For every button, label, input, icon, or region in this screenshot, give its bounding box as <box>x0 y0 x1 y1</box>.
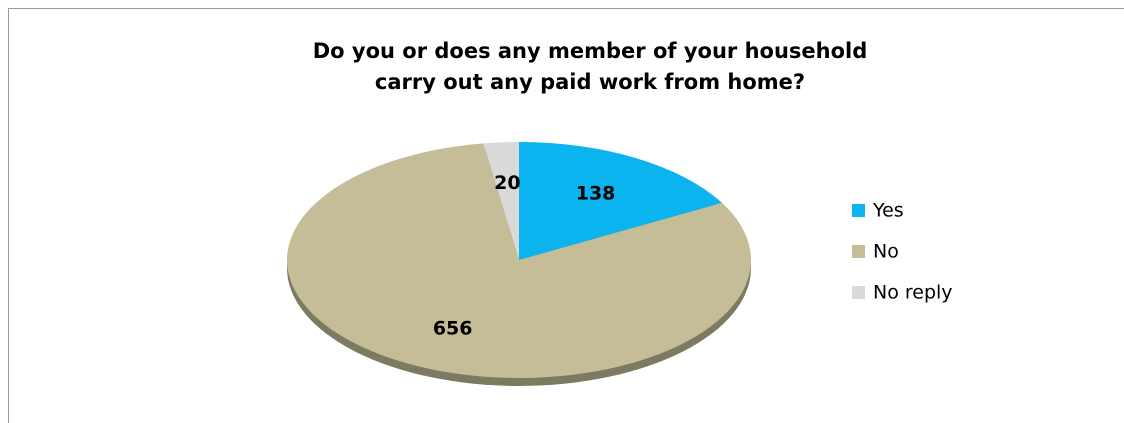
legend-swatch <box>852 204 865 217</box>
data-label: 656 <box>433 317 473 339</box>
chart-title: carry out any paid work from home? <box>375 70 805 94</box>
chart-frame <box>8 8 1124 423</box>
legend-label: No reply <box>873 282 953 304</box>
data-label: 138 <box>576 182 616 204</box>
pie-slice <box>286 143 751 379</box>
data-label: 20 <box>494 172 520 194</box>
pie-slice <box>519 142 722 260</box>
legend-swatch <box>852 286 865 299</box>
pie-slice <box>483 142 519 260</box>
legend-label: No <box>873 241 899 263</box>
legend-label: Yes <box>872 200 904 222</box>
chart-title: Do you or does any member of your househ… <box>313 39 868 63</box>
legend-swatch <box>852 245 865 258</box>
